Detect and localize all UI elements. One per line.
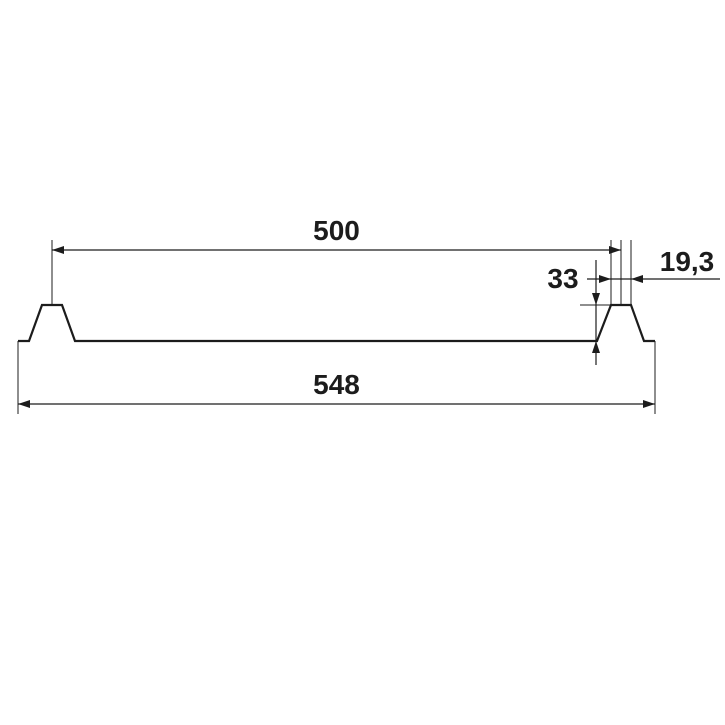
- dim-cover-width-label: 500: [313, 215, 360, 246]
- technical-drawing: 500 548 19,3 33: [0, 0, 725, 725]
- dim-overall-width-label: 548: [313, 369, 360, 400]
- diagram-stage: 500 548 19,3 33: [0, 0, 725, 725]
- dim-rib-height-label: 33: [547, 263, 578, 294]
- dim-rib-top-width-label: 19,3: [660, 246, 715, 277]
